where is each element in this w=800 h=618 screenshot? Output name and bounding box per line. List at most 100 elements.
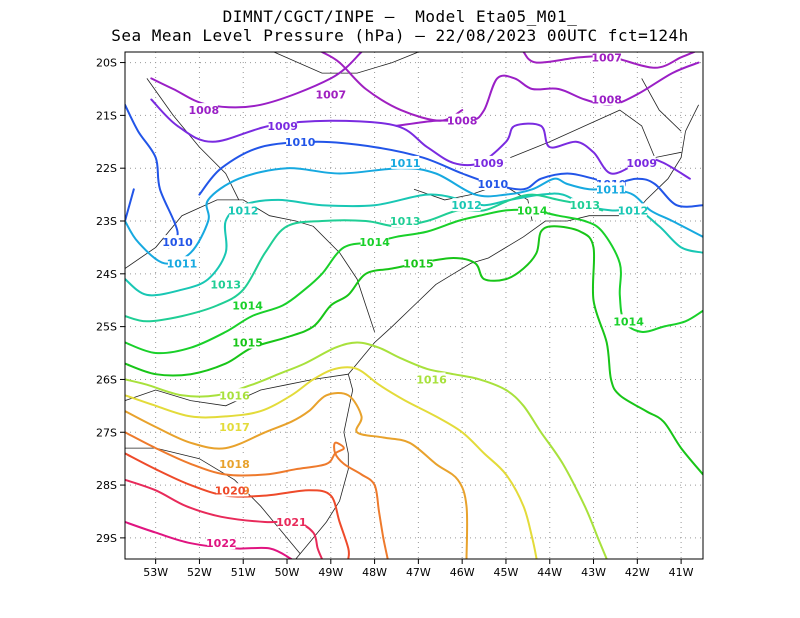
- isobar-label: 1013: [390, 215, 421, 228]
- isobar-label-bg: [286, 134, 315, 148]
- isobar-label: 1015: [232, 336, 263, 349]
- isobar-label-bg: [189, 103, 218, 117]
- isobar-1017: [125, 366, 538, 559]
- isobar-label: 1018: [219, 458, 250, 471]
- isobar-label: 1017: [219, 421, 250, 434]
- y-tick-label: 26S: [96, 373, 117, 386]
- x-tick-label: 46W: [450, 566, 475, 579]
- isobar-label-bg: [277, 515, 306, 529]
- y-axis-ticks: 20S 21S 22S 23S 24S 25S 26S 27S 28S 29S: [96, 57, 125, 545]
- isobar-label: 1016: [219, 389, 250, 402]
- isobar-1013: [125, 193, 604, 323]
- y-tick-label: 29S: [96, 532, 117, 545]
- isobar-label: 1015: [403, 257, 434, 270]
- isobar-1021: [125, 478, 323, 559]
- x-tick-label: 44W: [537, 566, 562, 579]
- isobar-label: 1010: [285, 136, 316, 149]
- isobar-label-bg: [474, 155, 503, 169]
- isobar-label-bg: [233, 298, 262, 312]
- isobar-label-bg: [316, 87, 345, 101]
- y-tick-label: 25S: [96, 321, 117, 334]
- isobar-label: 1010: [478, 178, 509, 191]
- isobar-label: 1010: [162, 236, 193, 249]
- isobar-label: 1012: [618, 204, 649, 217]
- isobar-label-group: 1007 1007 1008 1008 1008 1009 1009 1009 1010 1010…: [162, 50, 657, 550]
- x-tick-label: 52W: [187, 566, 212, 579]
- isobar-label: 1016: [416, 373, 447, 386]
- isobar-label-bg: [220, 419, 249, 433]
- isobar-label-bg: [478, 177, 507, 191]
- isobar-label-bg: [167, 256, 196, 270]
- map-geography: [125, 52, 699, 559]
- x-tick-label: 50W: [275, 566, 300, 579]
- x-tick-label: 48W: [362, 566, 387, 579]
- isobar-label: 1013: [569, 199, 600, 212]
- isobar-label: 1011: [390, 157, 421, 170]
- isobar-1008: [150, 52, 363, 109]
- isobar-label: 1007: [591, 51, 622, 64]
- map-title-line1: DIMNT/CGCT/INPE – Model Eta05_M01_: [222, 7, 578, 26]
- isobar-label-bg: [570, 198, 599, 212]
- isobar-label: 1007: [315, 88, 346, 101]
- isobar-label: 1014: [359, 236, 390, 249]
- isobar-label-bg: [404, 256, 433, 270]
- isobar-label-bg: [391, 214, 420, 227]
- x-tick-label: 47W: [406, 566, 431, 579]
- isobar-label-bg: [592, 92, 621, 106]
- x-tick-label: 43W: [581, 566, 606, 579]
- isobar-1020: [125, 452, 350, 559]
- isobar-label: 1009: [626, 157, 657, 170]
- isobar-label-bg: [614, 314, 643, 328]
- y-tick-label: 21S: [96, 109, 117, 122]
- isobar-label: 1021: [276, 516, 307, 529]
- isobar-1010: [125, 188, 135, 222]
- isobar-label-bg: [207, 536, 236, 550]
- isobar-1009: [150, 98, 691, 180]
- isobar-label-bg: [518, 203, 547, 217]
- x-axis-ticks: 53W 52W 51W 50W 49W 48W 47W 46W 45W 44W 43W 42W 41W: [143, 559, 694, 579]
- isobar-label: 1008: [591, 94, 622, 107]
- isobar-label: 1020: [215, 484, 246, 497]
- coastline: [295, 374, 354, 559]
- isobar-label-bg: [229, 203, 258, 217]
- isobar-label: 1013: [210, 278, 241, 291]
- isobar-label: 1011: [167, 257, 198, 270]
- isobar-label-bg: [360, 235, 389, 249]
- isobar-label: 1008: [189, 104, 220, 117]
- isobar-label-bg: [448, 113, 477, 127]
- map-title-line2: Sea Mean Level Pressure (hPa) – 22/08/20…: [111, 26, 689, 45]
- state-border: [510, 109, 682, 159]
- isobar-label-bg: [592, 50, 621, 64]
- plot-frame: [124, 51, 704, 560]
- isobar-label: 1009: [267, 120, 298, 133]
- isobar-label: 1012: [451, 199, 482, 212]
- isobar-1019: [125, 431, 389, 559]
- isobar-label: 1011: [596, 183, 627, 196]
- state-border: [125, 199, 375, 333]
- x-tick-label: 51W: [231, 566, 256, 579]
- y-tick-label: 23S: [96, 215, 117, 228]
- y-tick-label: 24S: [96, 268, 117, 281]
- state-border: [273, 52, 419, 74]
- isobar-label: 1012: [228, 204, 259, 217]
- isobar-label: 1022: [206, 537, 237, 550]
- state-border: [641, 78, 682, 132]
- isobar-label-bg: [627, 155, 656, 169]
- y-tick-label: 22S: [96, 162, 117, 175]
- isobar-1015: [125, 225, 703, 476]
- isobar-label: 1014: [613, 315, 644, 328]
- isobar-group: [125, 52, 703, 559]
- isobar-label-bg: [220, 388, 249, 402]
- coastline: [347, 104, 699, 375]
- x-tick-label: 45W: [494, 566, 519, 579]
- isobar-label: 1009: [473, 157, 504, 170]
- isobar-1018: [125, 391, 469, 559]
- isobar-label-bg: [211, 277, 240, 291]
- x-tick-label: 41W: [669, 566, 694, 579]
- isobar-label-bg: [597, 182, 626, 196]
- isobar-1010: [125, 103, 179, 249]
- isobar-label-bg: [268, 118, 297, 132]
- x-tick-label: 53W: [143, 566, 168, 579]
- y-tick-label: 20S: [96, 57, 117, 70]
